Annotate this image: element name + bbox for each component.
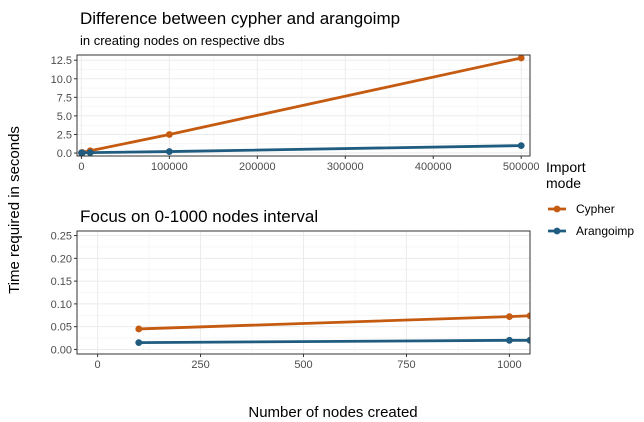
x-tick-label: 250 [191,359,209,371]
legend-entries: Cypher Arangoimp [548,202,634,238]
y-tick-label: 0.0 [57,148,72,160]
data-point-cypher [526,312,530,320]
legend-label-arangoimp: Arangoimp [576,224,634,238]
y-tick-label: 2.5 [57,129,72,141]
legend-marker-cypher [553,205,561,213]
gridlines [77,231,530,354]
x-tick-label: 500000 [503,161,540,173]
panel-focus: Focus on 0-1000 nodes interval 0 250 500 75… [51,207,531,371]
y-tick-label: 10.0 [51,74,72,86]
x-tick-label: 0 [95,359,101,371]
legend-label-cypher: Cypher [576,202,615,216]
x-tick-label: 500 [294,359,312,371]
data-point-arangoimp [517,142,525,150]
data-point-arangoimp [506,336,513,344]
series-line-arangoimp [138,338,530,345]
x-tick-label: 200000 [239,161,276,173]
gridlines [77,55,530,156]
legend-title-line: mode [546,175,581,191]
y-tick-label: 0.10 [51,299,72,311]
x-axis-label: Number of nodes created [248,404,417,421]
legend: Import mode Cypher Arangoimp [546,159,634,238]
y-tick-label: 7.5 [57,92,72,104]
data-point-arangoimp [165,148,173,155]
data-point-arangoimp [135,339,143,347]
x-tick-label: 1000 [497,359,521,371]
data-point-cypher [506,313,513,321]
data-point-cypher [135,325,143,333]
y-tick-label: 0.05 [51,322,72,334]
y-axis-label: Time required in seconds [6,126,23,294]
panel-border [76,54,531,157]
y-tick-label: 0.00 [51,344,72,356]
data-point-cypher [165,131,173,138]
x-tick-label: 0 [78,161,84,173]
data-point-arangoimp [78,149,86,156]
plot-area: 0 250 500 750 1000 0.00 0.05 0.10 0.15 0.20 0.25 [51,230,531,371]
y-tick-label: 5.0 [57,111,72,123]
series-group [135,312,530,347]
panel-subtitle: in creating nodes on respective dbs [80,33,285,48]
x-tick-label: 400000 [415,161,452,173]
plot-area: 0 100000 200000 300000 400000 500000 0.0 2.5 5.0… [51,54,540,173]
legend-marker-arangoimp [553,227,561,235]
series-group [78,55,525,156]
x-tick-label: 300000 [327,161,364,173]
x-tick-label: 100000 [151,161,188,173]
y-tick-label: 0.25 [51,231,72,243]
data-point-arangoimp [526,336,530,344]
y-tick-label: 0.15 [51,276,72,288]
panel-title: Focus on 0-1000 nodes interval [80,207,318,226]
data-point-arangoimp [86,149,94,156]
panel-difference: Difference between cypher and arangoimp … [51,9,540,173]
x-tick-label: 750 [397,359,415,371]
y-tick-label: 12.5 [51,55,72,67]
y-tick-label: 0.20 [51,253,72,265]
panel-title: Difference between cypher and arangoimp [80,9,400,28]
legend-title-line: Import [546,159,586,175]
data-point-cypher [517,55,525,62]
